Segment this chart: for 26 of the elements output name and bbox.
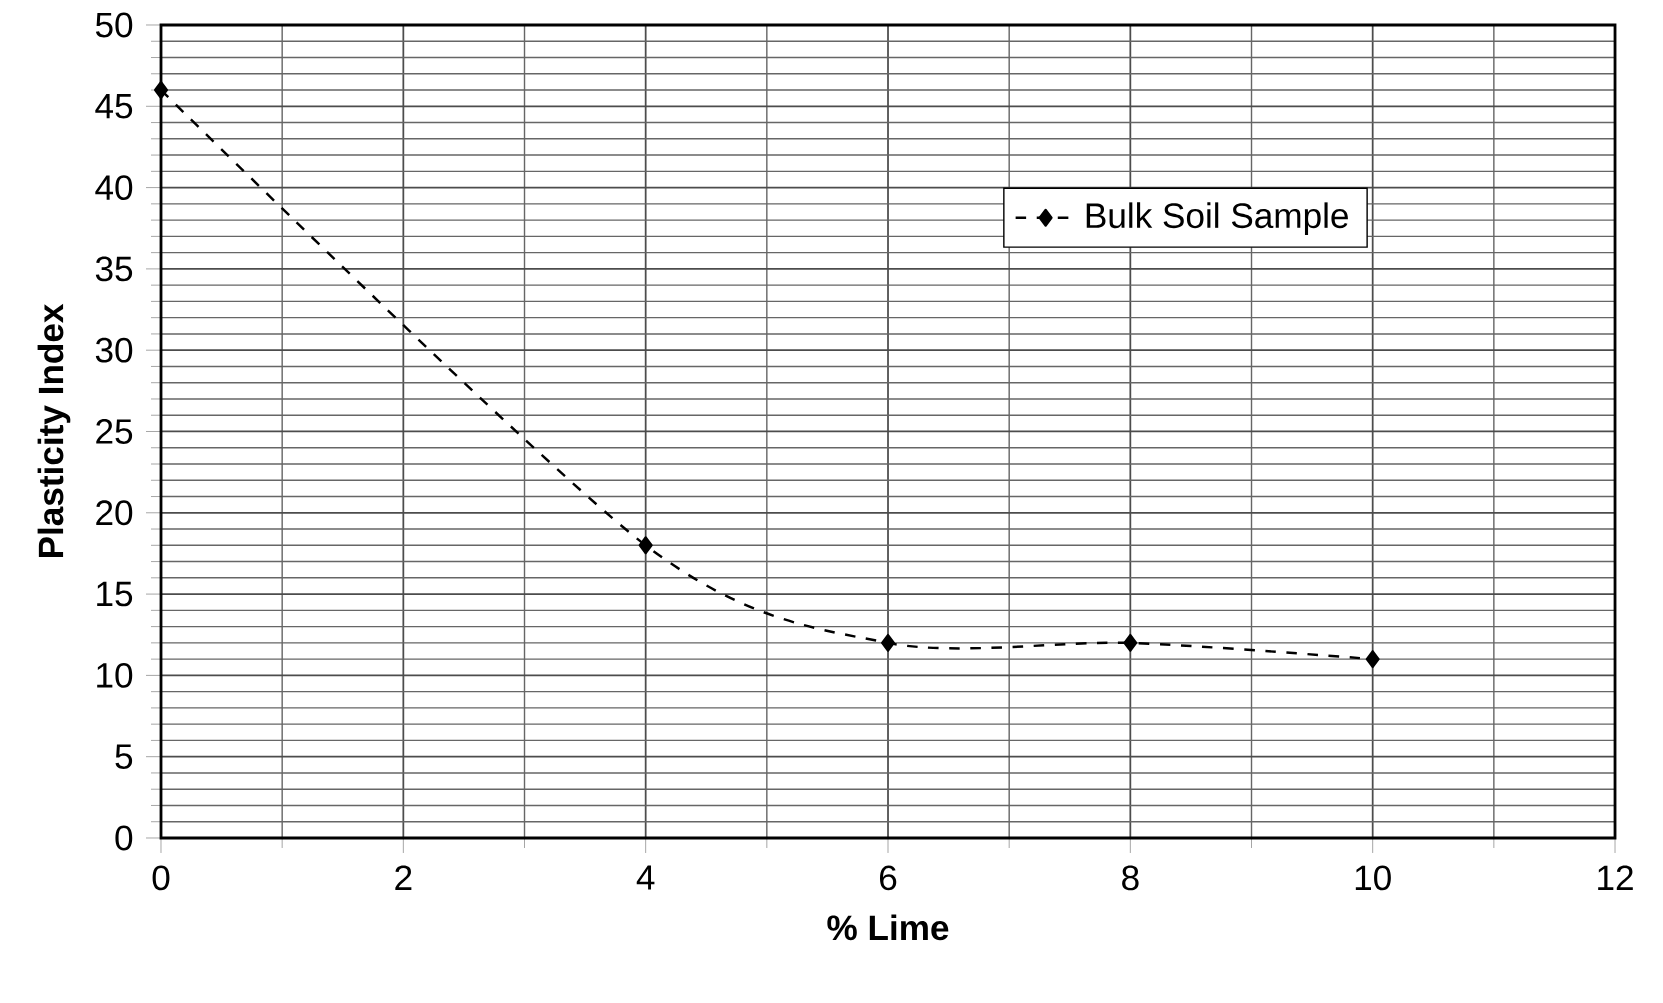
y-tick-label: 30 <box>95 337 133 363</box>
legend-label: Bulk Soil Sample <box>1086 202 1348 236</box>
x-tick-label: 12 <box>1598 865 1633 890</box>
point <box>638 536 653 555</box>
x-axis-title: % Lime <box>827 914 949 941</box>
y-tick-label: 50 <box>95 12 133 38</box>
point <box>153 81 169 99</box>
point <box>1123 633 1138 652</box>
y-axis-title: Plasticity Index <box>37 303 71 558</box>
y-tick-label: 15 <box>97 581 133 607</box>
x-tick-label: 2 <box>395 865 412 890</box>
y-tick-label: 10 <box>97 662 133 688</box>
x-tick-label: 4 <box>636 865 655 890</box>
point <box>880 633 896 652</box>
y-tick-label: 35 <box>95 256 133 282</box>
x-tick-label: 10 <box>1355 865 1391 891</box>
x-tick-label: 6 <box>880 865 897 891</box>
y-tick-label: 40 <box>95 175 133 201</box>
y-tick-label: 25 <box>96 419 133 444</box>
point <box>1365 650 1380 669</box>
y-tick-label: 20 <box>96 500 133 526</box>
x-tick-label: 8 <box>1122 865 1139 891</box>
y-tick-label: 45 <box>95 94 133 119</box>
y-tick-label: 0 <box>115 825 133 851</box>
x-tick-label: 0 <box>152 865 170 891</box>
y-tick-label: 5 <box>115 744 133 769</box>
